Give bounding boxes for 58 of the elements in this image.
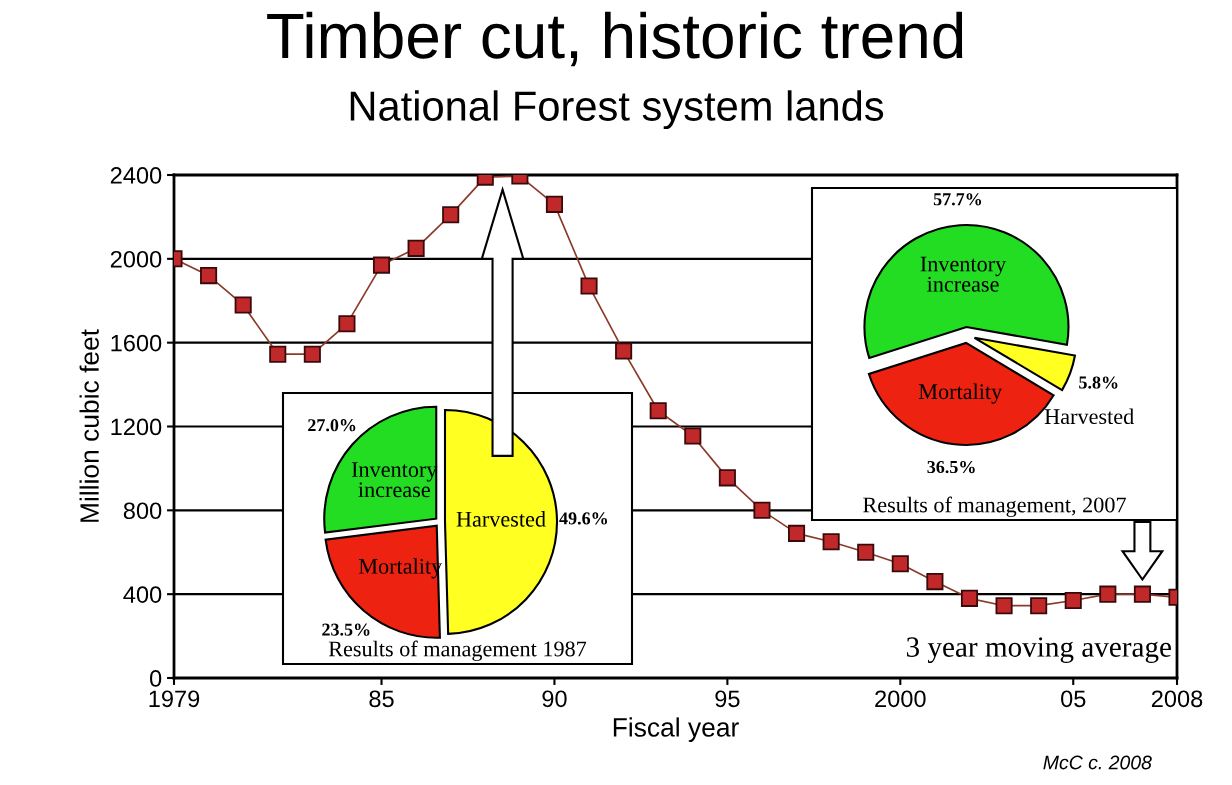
text: Results of management, 2007 — [863, 496, 1126, 517]
point — [234, 296, 252, 314]
x-tick-label: 95 — [715, 690, 740, 708]
x-tick-label: 1979 — [149, 690, 200, 708]
x-tick-label: 05 — [1061, 690, 1086, 708]
point — [200, 267, 218, 285]
point — [960, 589, 979, 607]
point — [615, 342, 633, 360]
point — [684, 427, 702, 445]
x-tick-label: 2000 — [875, 690, 926, 708]
point — [442, 206, 460, 224]
point — [407, 239, 425, 257]
text: Results of management 1987 — [328, 640, 587, 661]
y-tick-label: 1200 — [111, 418, 162, 436]
point — [718, 469, 736, 487]
point — [1133, 585, 1151, 603]
data-label: 36.5% — [927, 460, 975, 474]
point — [891, 555, 909, 573]
point — [822, 533, 840, 551]
point — [1030, 597, 1048, 615]
data-label: 5.8% — [1079, 376, 1118, 389]
slice-label: Harvested — [1044, 408, 1134, 425]
chart-title: Timber cut, historic trend — [267, 11, 963, 67]
point — [857, 543, 875, 561]
point — [580, 277, 598, 295]
point — [788, 524, 806, 542]
slice-label: Inventory increase — [920, 256, 1007, 292]
data-label: 27.0% — [308, 419, 356, 432]
y-tick-label: 800 — [123, 502, 162, 520]
y-tick-label: 0 — [149, 670, 162, 687]
text: McC c. 2008 — [1043, 755, 1152, 770]
chart-subtitle: National Forest system lands — [350, 90, 884, 130]
point — [649, 402, 667, 420]
point — [1064, 591, 1082, 609]
point — [269, 345, 287, 363]
point — [995, 597, 1013, 615]
data-label: 57.7% — [933, 193, 982, 206]
x-tick-label: 90 — [542, 690, 567, 708]
data-label: 23.5% — [322, 623, 370, 636]
data-label: 49.6% — [559, 512, 607, 525]
point — [303, 345, 321, 363]
x-tick-label: 85 — [369, 690, 394, 708]
point — [338, 315, 356, 333]
point — [926, 573, 944, 591]
slice-label: Mortality — [918, 383, 1003, 404]
y-axis-title: Million cubic feet — [79, 329, 99, 522]
point — [545, 195, 563, 213]
slice-label: Harvested — [456, 511, 546, 527]
y-tick-label: 1600 — [111, 334, 162, 352]
point — [753, 501, 771, 519]
y-tick-label: 2400 — [110, 167, 162, 184]
point — [372, 256, 391, 274]
annotation: 3 year moving average — [906, 637, 1171, 663]
point — [1099, 585, 1117, 603]
x-tick-label: 2008 — [1151, 690, 1203, 708]
y-tick-label: 2000 — [110, 250, 162, 268]
x-axis-title: Fiscal year — [613, 717, 739, 742]
y-tick-label: 400 — [123, 586, 162, 603]
